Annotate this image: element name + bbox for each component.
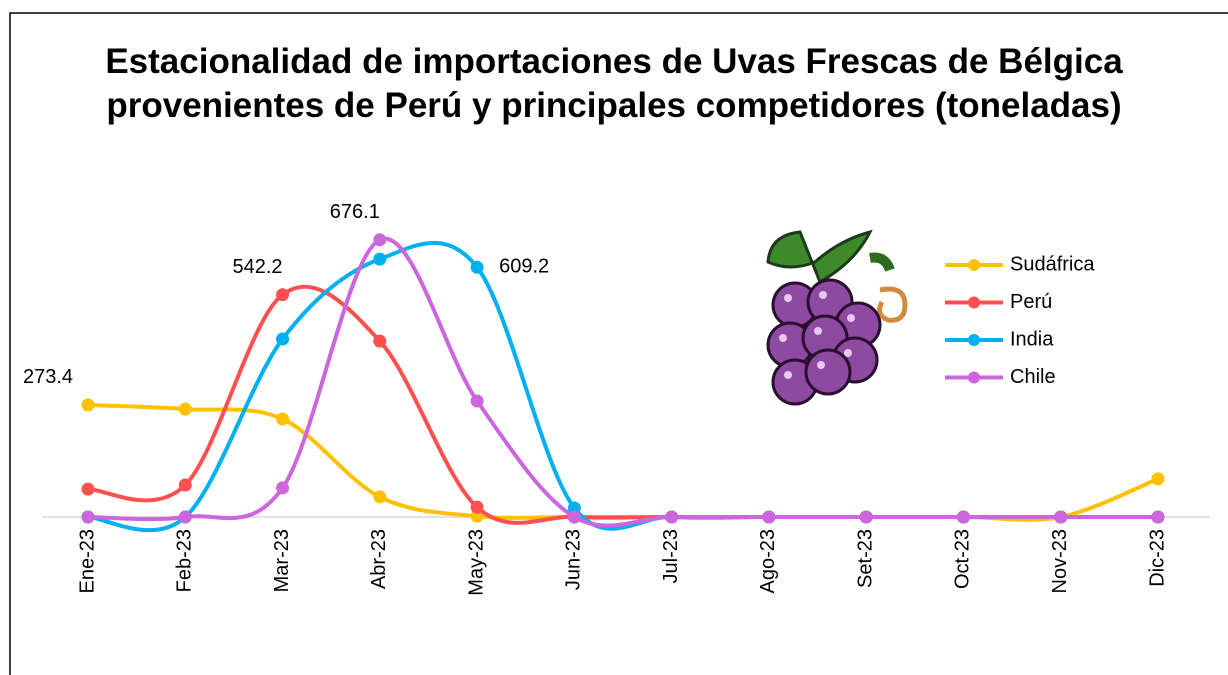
- legend-marker: [968, 297, 980, 309]
- data-point: [82, 483, 95, 496]
- data-point: [762, 511, 775, 524]
- x-tick-label: Jul-23: [660, 529, 682, 583]
- data-label: 676.1: [330, 201, 380, 223]
- data-point: [957, 511, 970, 524]
- series-line: [88, 405, 1158, 520]
- x-tick-label: Ago-23: [757, 529, 779, 594]
- x-tick-label: Oct-23: [952, 529, 974, 589]
- x-tick-label: Mar-23: [271, 529, 293, 592]
- legend-label: Perú: [1010, 291, 1052, 313]
- grape-icon: [768, 232, 905, 404]
- data-point: [276, 413, 289, 426]
- legend-marker: [968, 372, 980, 384]
- x-tick-label: Nov-23: [1049, 529, 1071, 593]
- data-label: 542.2: [233, 256, 283, 278]
- series-line: [88, 243, 1158, 530]
- data-point: [373, 253, 386, 266]
- data-point: [276, 288, 289, 301]
- data-point: [276, 481, 289, 494]
- data-point: [860, 511, 873, 524]
- data-point: [179, 511, 192, 524]
- data-point: [1152, 511, 1165, 524]
- legend-marker: [968, 334, 980, 346]
- x-tick-label: Dic-23: [1146, 529, 1168, 587]
- data-point: [471, 501, 484, 514]
- data-point: [82, 511, 95, 524]
- x-tick-label: Jun-23: [563, 529, 585, 590]
- x-tick-label: Feb-23: [174, 529, 196, 592]
- data-point: [276, 333, 289, 346]
- data-point: [373, 233, 386, 246]
- data-point: [1054, 511, 1067, 524]
- chart-page: Ene-23 Feb-23 Mar-23 Abr-23 May-23 Jun-23 Jul-…: [0, 0, 1228, 675]
- data-point: [568, 511, 581, 524]
- legend-label: Sudáfrica: [1010, 253, 1095, 275]
- data-point: [82, 398, 95, 411]
- data-point: [471, 394, 484, 407]
- data-point: [373, 490, 386, 503]
- legend-label: Chile: [1010, 366, 1056, 388]
- data-point: [179, 479, 192, 492]
- data-point: [471, 261, 484, 274]
- chart-title: Estacionalidad de importaciones de Uvas …: [40, 40, 1188, 128]
- data-label: 609.2: [499, 256, 549, 278]
- data-point: [1152, 472, 1165, 485]
- data-label: 273.4: [23, 366, 73, 388]
- series-line: [88, 239, 1158, 526]
- legend-marker: [968, 259, 980, 271]
- x-tick-label: May-23: [465, 529, 487, 596]
- x-tick-label: Abr-23: [368, 529, 390, 589]
- legend-label: India: [1010, 328, 1054, 350]
- data-point: [373, 335, 386, 348]
- data-point: [665, 511, 678, 524]
- x-tick-label: Ene-23: [76, 529, 98, 594]
- data-point: [179, 403, 192, 416]
- x-tick-label: Set-23: [854, 529, 876, 588]
